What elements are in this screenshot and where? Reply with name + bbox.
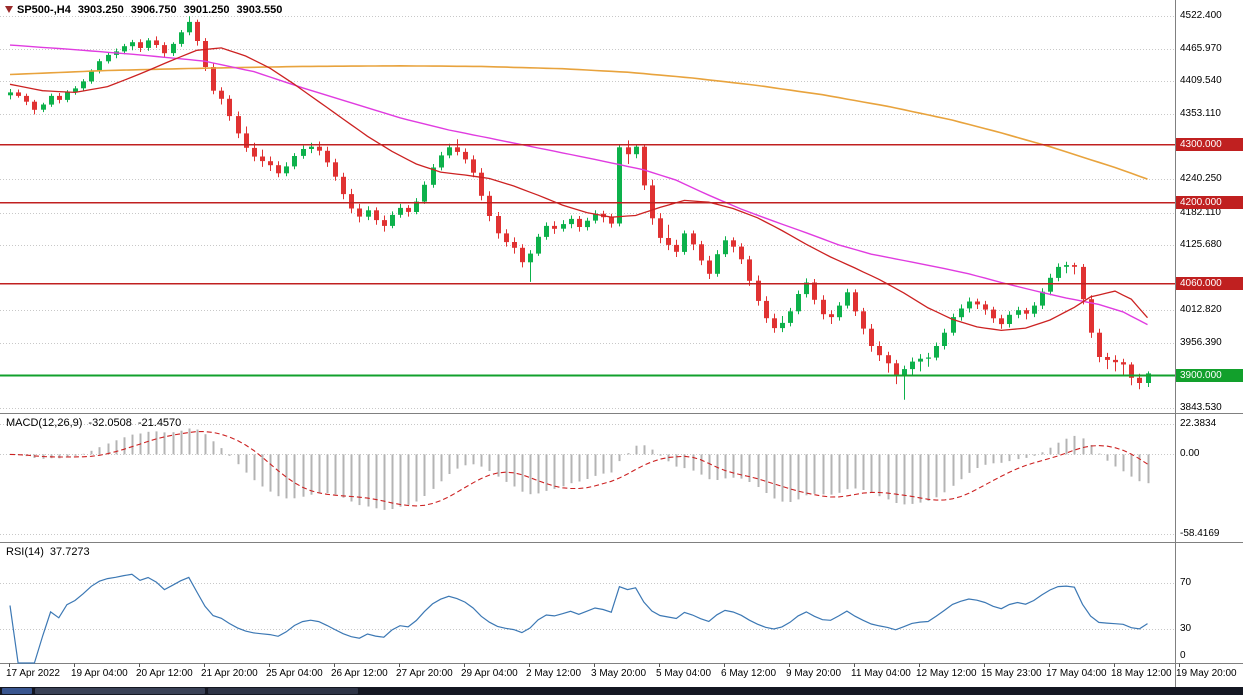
symbol-timeframe-label: SP500-,H4	[17, 4, 71, 16]
rsi-indicator-label: RSI(14) 37.7273	[6, 546, 90, 558]
candles	[8, 16, 1151, 400]
rsi-line	[9, 573, 1148, 664]
taskbar-app-button-2[interactable]	[208, 688, 358, 694]
taskbar-app-button[interactable]	[35, 688, 205, 694]
macd-indicator-label: MACD(12,26,9) -32.0508 -21.4570	[6, 417, 181, 429]
macd-main-value: -32.0508	[88, 417, 132, 429]
macd-signal-value: -21.4570	[137, 417, 182, 429]
ohlc-high-value: 3906.750	[130, 4, 177, 16]
ma-fast-line	[9, 47, 1148, 332]
rsi-value: 37.7273	[49, 546, 90, 558]
ohlc-open-value: 3903.250	[77, 4, 124, 16]
ma-slow-line	[9, 64, 1148, 180]
macd-histogram	[17, 428, 1150, 510]
main-gridlines	[0, 16, 1175, 409]
macd-name: MACD(12,26,9)	[6, 417, 83, 429]
taskbar	[0, 687, 1243, 695]
taskbar-start-button[interactable]	[2, 688, 32, 694]
ohlc-low-value: 3901.250	[183, 4, 230, 16]
chart-title: SP500-,H4 3903.250 3906.750 3901.250 3903.55…	[5, 4, 282, 16]
ma-mid-line	[9, 44, 1148, 326]
rsi-name: RSI(14)	[6, 546, 44, 558]
macd-signal-line	[9, 431, 1148, 507]
chart-shift-marker-icon	[5, 6, 13, 13]
ohlc-close-value: 3903.550	[236, 4, 283, 16]
